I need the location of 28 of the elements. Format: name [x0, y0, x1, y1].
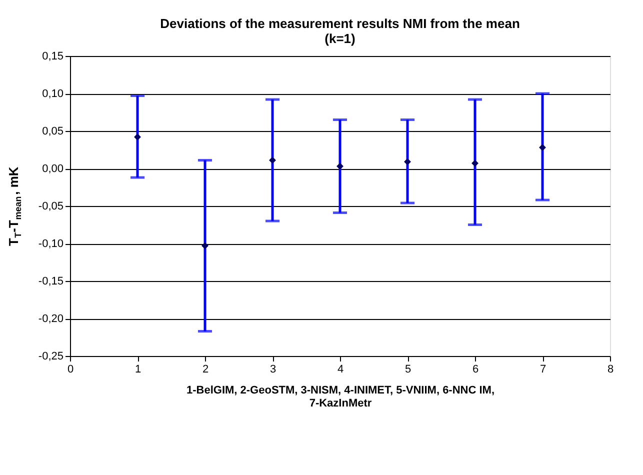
point — [404, 158, 411, 166]
point — [539, 144, 546, 151]
x-tick-label: 3 — [270, 364, 276, 376]
point — [202, 242, 208, 250]
x-tick-label: 4 — [337, 364, 344, 376]
y-tick-label: 0,05 — [42, 126, 64, 138]
x-tick-label: 8 — [607, 364, 614, 376]
x-axis-title: 1-BelGIM, 2-GeoSTM, 3-NISM, 4-INIMET, 5-VNIIM, 6-NNC IM, 7-KazInMetr — [186, 384, 495, 410]
x-tick-label: 5 — [404, 364, 412, 376]
y-tick-label: 0,00 — [42, 163, 64, 175]
point — [134, 134, 141, 140]
y-tick-label: -0,15 — [38, 276, 64, 288]
point — [472, 160, 478, 167]
y-tick-label: -0,25 — [38, 350, 64, 362]
y-tick-label: -0,10 — [38, 238, 64, 250]
x-tick-label: 1 — [134, 364, 142, 376]
x-tick-label: 2 — [202, 364, 209, 376]
point — [336, 162, 344, 170]
point — [269, 156, 276, 164]
y-tick-label: 0,10 — [42, 88, 64, 100]
chart-title: Deviations of the measurement results NMI from the mean (k=1) — [160, 16, 520, 46]
x-tick-label: 0 — [67, 364, 74, 376]
y-tick-label: 0,15 — [42, 50, 64, 62]
x-tick-label: 7 — [540, 364, 546, 376]
y-tick-label: -0,20 — [38, 313, 64, 325]
x-tick-label: 6 — [472, 364, 479, 376]
y-axis-title: TT-Tmean, mK — [6, 166, 23, 246]
y-tick-label: -0,05 — [38, 200, 64, 212]
